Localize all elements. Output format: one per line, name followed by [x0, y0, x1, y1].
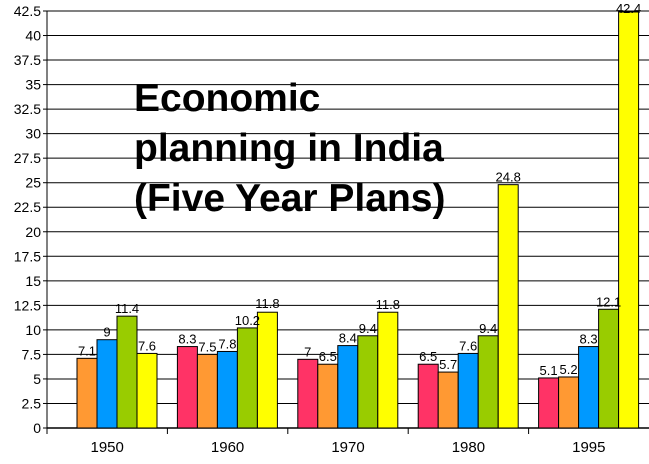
data-label: 7.1 — [78, 343, 96, 358]
bar — [76, 357, 98, 429]
y-tick-label: 42.5 — [14, 3, 41, 19]
data-label: 10.2 — [235, 313, 260, 328]
x-tick-label: 1980 — [452, 439, 485, 456]
y-tick-label: 10 — [25, 322, 41, 338]
bar — [317, 363, 339, 429]
data-label: 9.4 — [359, 321, 377, 336]
x-tick-label: 1960 — [211, 439, 244, 456]
data-label: 8.3 — [580, 332, 598, 347]
data-label: 24.8 — [496, 170, 521, 185]
title-line: planning in India — [134, 127, 444, 170]
bar — [176, 346, 198, 429]
data-label: 42.4 — [616, 1, 641, 16]
data-label: 7.8 — [218, 336, 236, 351]
title-line: (Five Year Plans) — [134, 177, 446, 220]
y-tick-label: 22.5 — [14, 199, 41, 215]
data-label: 7 — [304, 344, 311, 359]
y-tick-label: 15 — [25, 273, 41, 289]
y-tick-label: 2.5 — [22, 395, 42, 411]
data-label: 9.4 — [479, 321, 497, 336]
y-tick-label: 30 — [25, 126, 41, 142]
bar — [297, 358, 319, 429]
data-label: 9 — [103, 325, 110, 340]
data-label: 11.8 — [255, 296, 279, 311]
x-tick-label: 1950 — [91, 439, 124, 456]
bar — [417, 363, 439, 429]
x-tick-label: 1970 — [331, 439, 364, 456]
bar — [457, 352, 479, 429]
y-tick-label: 20 — [25, 224, 41, 240]
bar — [216, 350, 238, 429]
bar — [377, 311, 399, 429]
bar — [437, 371, 459, 429]
bar — [497, 184, 519, 429]
bar — [236, 327, 258, 429]
data-label: 8.3 — [178, 332, 196, 347]
y-tick-label: 35 — [25, 77, 41, 93]
bar — [256, 311, 278, 429]
y-tick-label: 0 — [33, 420, 41, 436]
bar — [136, 352, 158, 429]
y-tick-label: 25 — [25, 175, 41, 191]
data-label: 8.4 — [339, 331, 357, 346]
bar — [96, 339, 118, 429]
x-tick-label: 1995 — [572, 439, 605, 456]
bar — [598, 308, 620, 429]
y-tick-label: 37.5 — [14, 52, 41, 68]
bar — [357, 335, 379, 429]
y-tick-label: 27.5 — [14, 150, 41, 166]
data-label: 6.5 — [419, 349, 437, 364]
data-label: 6.5 — [319, 349, 337, 364]
bar — [578, 346, 600, 429]
data-label: 11.4 — [115, 301, 139, 316]
y-tick-label: 32.5 — [14, 101, 41, 117]
bar — [477, 335, 499, 429]
data-label: 5.7 — [439, 357, 457, 372]
data-label: 7.5 — [198, 339, 216, 354]
y-tick-label: 12.5 — [14, 297, 41, 313]
bar — [196, 353, 218, 429]
bar — [116, 315, 138, 429]
title-line: Economic — [134, 77, 321, 120]
y-tick-label: 40 — [25, 28, 41, 44]
bar — [618, 11, 640, 429]
bar — [538, 377, 560, 429]
y-tick-label: 7.5 — [22, 346, 42, 362]
data-label: 7.6 — [138, 338, 156, 353]
data-label: 7.6 — [459, 338, 477, 353]
y-tick-label: 17.5 — [14, 248, 41, 264]
bar — [337, 345, 359, 429]
data-label: 5.2 — [560, 362, 578, 377]
data-label: 5.1 — [540, 363, 558, 378]
bar — [558, 376, 580, 429]
data-label: 11.8 — [376, 297, 400, 312]
data-label: 12.1 — [596, 294, 621, 309]
y-tick-label: 5 — [33, 371, 41, 387]
chart-title: Economic planning in India (Five Year Pl… — [134, 74, 534, 224]
